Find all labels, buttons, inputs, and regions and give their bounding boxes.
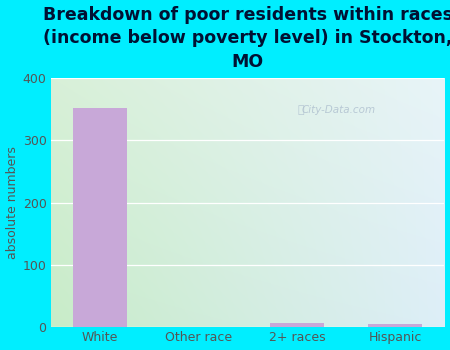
Bar xyxy=(270,323,324,327)
Bar xyxy=(73,108,127,327)
Text: City-Data.com: City-Data.com xyxy=(301,105,375,115)
Text: ⦿: ⦿ xyxy=(297,105,304,115)
Bar xyxy=(368,324,422,327)
Y-axis label: absolute numbers: absolute numbers xyxy=(5,146,18,259)
Title: Breakdown of poor residents within races
(income below poverty level) in Stockto: Breakdown of poor residents within races… xyxy=(43,6,450,71)
